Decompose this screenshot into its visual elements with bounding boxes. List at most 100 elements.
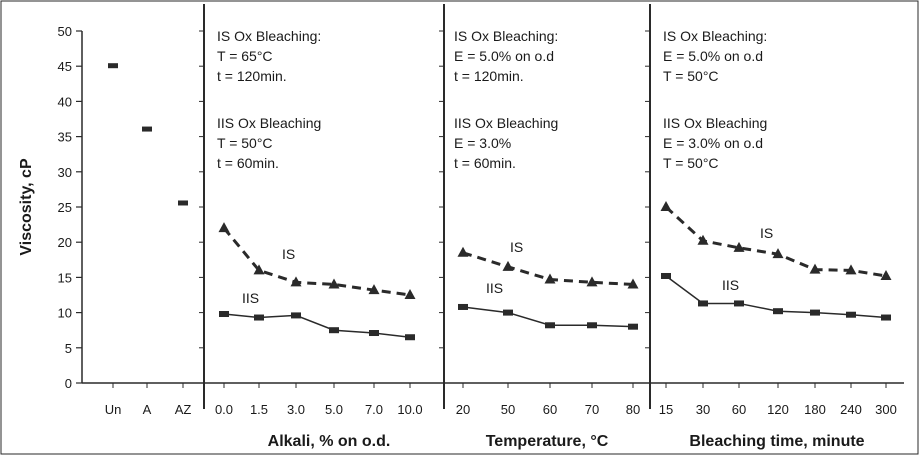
- y-tick-label: 30: [58, 165, 72, 180]
- x-tick-label: A: [143, 402, 152, 417]
- y-tick-label: 15: [58, 270, 72, 285]
- series-label-is: IS: [282, 246, 295, 262]
- data-point-is: [627, 278, 639, 289]
- series-label-iis: IIS: [722, 277, 739, 293]
- data-point-is: [697, 234, 709, 245]
- panel-annotation-line: IIS Ox Bleaching: [663, 115, 767, 131]
- x-tick-label: 240: [840, 402, 862, 417]
- panel-annotation-line: t = 60min.: [217, 155, 279, 171]
- x-tick-label: 80: [626, 402, 640, 417]
- y-tick-label: 50: [58, 24, 72, 39]
- data-point-is: [809, 263, 821, 274]
- data-point-iis: [329, 327, 339, 334]
- data-point-is: [368, 284, 380, 295]
- x-axis-title: Alkali, % on o.d.: [268, 433, 391, 450]
- data-point-iis: [369, 330, 379, 337]
- panel-annotation-line: T = 50°C: [663, 155, 719, 171]
- x-tick-label: 7.0: [365, 402, 383, 417]
- data-point-is: [733, 241, 745, 252]
- data-point-iis: [219, 311, 229, 318]
- series-label-iis: IIS: [486, 280, 503, 296]
- reference-point: [142, 126, 152, 132]
- x-tick-label: 1.5: [250, 402, 268, 417]
- x-tick-label: 5.0: [325, 402, 343, 417]
- data-point-iis: [773, 308, 783, 315]
- data-point-iis: [846, 311, 856, 318]
- panel-annotation-line: T = 65°C: [217, 48, 273, 64]
- data-point-iis: [881, 314, 891, 321]
- x-tick-label: 70: [585, 402, 599, 417]
- x-tick-label: 15: [659, 402, 673, 417]
- series-label-iis: IIS: [242, 290, 259, 306]
- data-point-iis: [503, 309, 513, 316]
- series-label-is: IS: [510, 239, 523, 255]
- x-tick-label: 60: [543, 402, 557, 417]
- panel-annotation-line: t = 120min.: [454, 68, 524, 84]
- data-point-is: [218, 222, 230, 233]
- x-tick-label: 50: [501, 402, 515, 417]
- panel-annotation-line: IIS Ox Bleaching: [217, 115, 321, 131]
- x-tick-label: 180: [804, 402, 826, 417]
- data-point-iis: [661, 272, 671, 279]
- data-point-is: [772, 248, 784, 259]
- data-point-is: [290, 276, 302, 287]
- data-point-iis: [405, 334, 415, 341]
- data-point-is: [457, 246, 469, 257]
- panel-annotation-line: E = 5.0% on o.d: [454, 48, 554, 64]
- x-tick-label: 0.0: [215, 402, 233, 417]
- data-point-is: [880, 269, 892, 280]
- data-point-is: [544, 273, 556, 284]
- x-tick-label: 60: [732, 402, 746, 417]
- data-point-iis: [458, 303, 468, 310]
- panel-annotation-line: IS Ox Bleaching:: [217, 28, 321, 44]
- reference-point: [108, 63, 118, 69]
- series-line-is: [222, 227, 411, 297]
- y-tick-label: 40: [58, 94, 72, 109]
- x-tick-label: 20: [456, 402, 470, 417]
- x-tick-label: AZ: [175, 402, 192, 417]
- data-point-iis: [587, 322, 597, 329]
- x-tick-label: 3.0: [287, 402, 305, 417]
- data-point-is: [328, 278, 340, 289]
- panel-annotation-line: T = 50°C: [217, 135, 273, 151]
- x-tick-label: 300: [875, 402, 897, 417]
- panel-annotation-line: IIS Ox Bleaching: [454, 115, 558, 131]
- data-point-iis: [254, 314, 264, 321]
- data-point-is: [404, 289, 416, 299]
- data-point-iis: [545, 322, 555, 329]
- x-tick-label: Un: [105, 402, 122, 417]
- data-point-iis: [810, 309, 820, 316]
- data-point-iis: [698, 300, 708, 307]
- data-point-is: [586, 276, 598, 287]
- panel-annotation-line: T = 50°C: [663, 68, 719, 84]
- y-tick-label: 0: [65, 376, 72, 391]
- panel-annotation-line: t = 120min.: [217, 68, 287, 84]
- y-tick-label: 5: [65, 341, 72, 356]
- y-tick-label: 20: [58, 235, 72, 250]
- data-point-is: [253, 264, 265, 275]
- y-tick-label: 25: [58, 200, 72, 215]
- x-tick-label: 120: [767, 402, 789, 417]
- panel-annotation-line: IS Ox Bleaching:: [454, 28, 558, 44]
- panel-annotation-line: E = 3.0%: [454, 135, 511, 151]
- panel-annotation-line: t = 60min.: [454, 155, 516, 171]
- y-axis-title: Viscosity, cP: [18, 158, 35, 256]
- series-label-is: IS: [760, 225, 773, 241]
- x-tick-label: 10.0: [397, 402, 422, 417]
- data-point-iis: [291, 312, 301, 319]
- data-point-iis: [628, 323, 638, 330]
- series-line-is: [664, 205, 887, 278]
- series-line-iis: [223, 313, 411, 338]
- panel-annotation-line: IS Ox Bleaching:: [663, 28, 767, 44]
- data-point-is: [502, 260, 514, 271]
- data-point-iis: [734, 300, 744, 307]
- y-tick-label: 35: [58, 130, 72, 145]
- panel-annotation-line: E = 3.0% on o.d: [663, 135, 763, 151]
- reference-point: [178, 200, 188, 206]
- x-axis-title: Bleaching time, minute: [689, 433, 864, 450]
- panel-annotation-line: E = 5.0% on o.d: [663, 48, 763, 64]
- data-point-is: [660, 201, 672, 211]
